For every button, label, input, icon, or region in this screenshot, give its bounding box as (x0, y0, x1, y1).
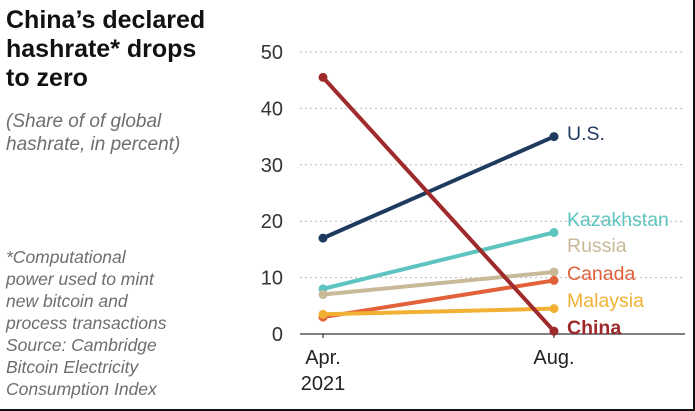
series-line (321, 230, 556, 291)
y-tick-label: 10 (261, 268, 283, 290)
data-point (318, 309, 328, 319)
y-tick-label: 20 (261, 211, 283, 233)
data-point (549, 267, 559, 277)
footnote-line: power used to mint (6, 269, 154, 289)
chart-subtitle: (Share of of global hashrate, in percent… (6, 110, 221, 156)
series-line (321, 75, 556, 334)
series-line (321, 269, 556, 297)
series-malaysia (318, 304, 559, 319)
title-line: hashrate* drops (6, 35, 197, 63)
data-point (549, 275, 559, 285)
x-tick-label: Aug. (533, 347, 574, 369)
data-point (549, 132, 559, 142)
series-label: Kazakhstan (567, 209, 669, 231)
data-point (318, 72, 328, 82)
series-russia (318, 267, 559, 300)
data-point (318, 233, 328, 243)
source-line: Source: Cambridge (6, 335, 157, 355)
x-axis-ticks: Apr. 2021 Aug. (301, 334, 575, 395)
source-line: Consumption Index (6, 379, 157, 399)
footnote-line: *Computational (6, 247, 126, 267)
series-label: Russia (567, 235, 627, 257)
x-tick-label: Apr. (305, 347, 341, 369)
series-china (318, 72, 559, 336)
y-tick-label: 30 (261, 155, 283, 177)
data-point (549, 227, 559, 237)
x-tick-label: 2021 (301, 373, 346, 395)
series-line (321, 134, 556, 241)
chart-title: China’s declared hashrate* drops to zero (6, 6, 236, 93)
series-label: Malaysia (567, 290, 644, 312)
series-kazakhstan (318, 227, 559, 294)
data-point (549, 326, 559, 336)
title-line: China’s declared (6, 6, 206, 34)
series (318, 72, 559, 336)
data-point (549, 304, 559, 314)
footnote-line: process transactions (6, 313, 167, 333)
y-axis-ticks: 0 10 20 30 40 50 (261, 42, 283, 346)
series-label: U.S. (567, 123, 605, 145)
footnote-line: new bitcoin and (6, 291, 128, 311)
series-line (321, 306, 556, 317)
series-label: Canada (567, 263, 635, 285)
y-tick-label: 40 (261, 98, 283, 120)
y-tick-label: 50 (261, 42, 283, 64)
series-label: China (567, 317, 621, 339)
source-line: Bitcoin Electricity (6, 357, 139, 377)
gridlines (300, 51, 685, 335)
subtitle-line: hashrate, in percent) (6, 134, 181, 155)
series-u-s- (318, 132, 559, 243)
footnote-and-source: *Computational power used to mint new bi… (6, 246, 216, 400)
data-point (318, 290, 328, 300)
title-line: to zero (6, 64, 88, 92)
subtitle-line: (Share of of global (6, 111, 162, 132)
y-tick-label: 0 (272, 324, 283, 346)
series-labels: U.S. Kazakhstan Russia Canada Malaysia China (567, 123, 669, 339)
